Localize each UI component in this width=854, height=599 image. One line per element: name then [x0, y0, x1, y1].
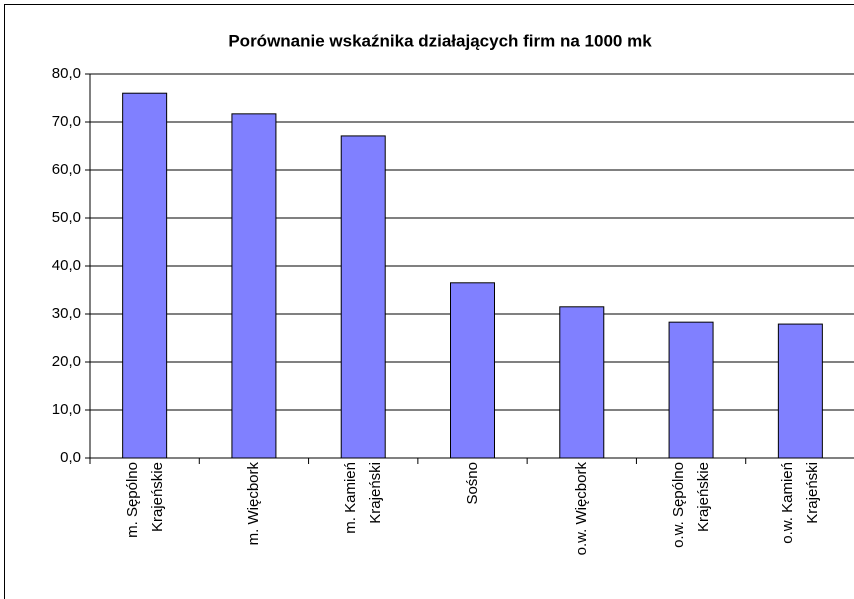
bar	[340, 135, 386, 459]
x-tick-label: o.w. Kamień Krajeński	[779, 462, 822, 544]
y-tick-label: 30,0	[52, 305, 81, 322]
x-tick-label: o.w. Więcbork	[573, 462, 591, 556]
y-tick-label: 70,0	[52, 113, 81, 130]
bar	[668, 321, 714, 459]
bar	[450, 282, 495, 459]
bar	[122, 92, 168, 459]
x-tick-label: Sośno	[464, 462, 481, 505]
y-tick-label: 60,0	[52, 161, 81, 178]
y-tick-label: 40,0	[52, 257, 81, 274]
y-tick-label: 0,0	[60, 449, 81, 466]
x-tick-label: m. Więcbork	[245, 462, 263, 546]
x-tick-label: o.w. Sępólno Krajeńskie	[670, 462, 713, 548]
x-tick-label: m. Kamień Krajeński	[342, 462, 385, 534]
chart-title: Porównanie wskaźnika działających firm n…	[228, 31, 652, 50]
x-tick-label: m. Sępólno Krajeńskie	[123, 462, 166, 538]
y-tick-label: 10,0	[52, 401, 81, 418]
bar	[559, 306, 605, 459]
y-tick-label: 80,0	[52, 65, 81, 82]
bar	[231, 113, 277, 459]
bar	[777, 323, 823, 459]
y-tick-label: 20,0	[52, 353, 81, 370]
y-tick-label: 50,0	[52, 209, 81, 226]
